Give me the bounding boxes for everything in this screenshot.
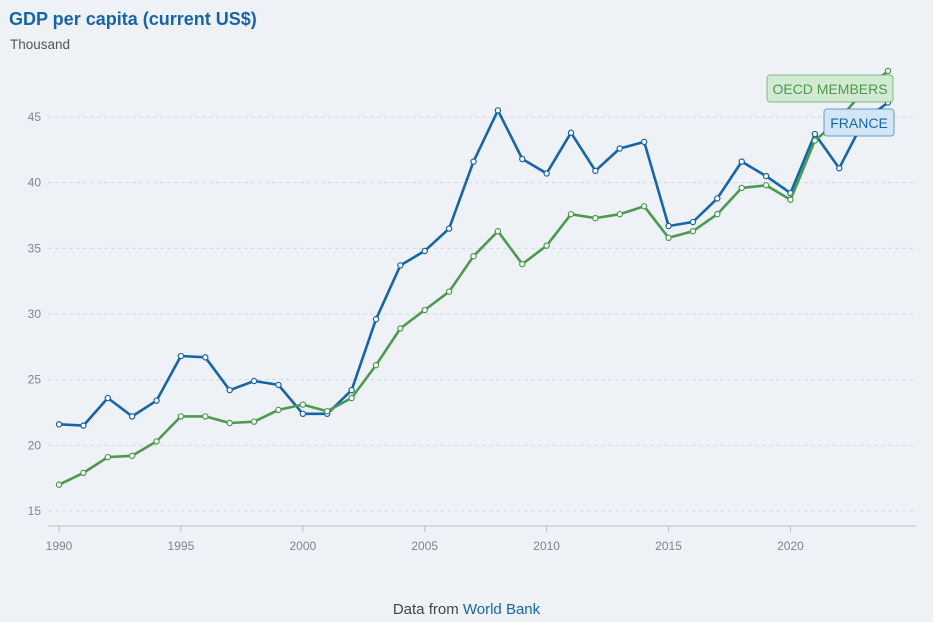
y-tick-label-35: 35 — [28, 241, 42, 255]
x-tick-label-2005: 2005 — [411, 539, 438, 553]
gridlines — [48, 116, 916, 512]
data-point-france-2008 — [494, 107, 502, 114]
y-tick-label-15: 15 — [28, 504, 42, 518]
data-point-france-2007 — [470, 158, 477, 165]
y-axis-ticks: 15 20 25 30 35 40 45 — [28, 110, 42, 518]
data-point-france-1992 — [104, 394, 111, 402]
data-point-oecd-members-1992 — [104, 453, 111, 461]
data-point-oecd-members-2006 — [445, 288, 453, 295]
data-point-france-1995 — [177, 352, 185, 360]
data-point-france-1993 — [128, 413, 136, 420]
data-point-oecd-members-2014 — [640, 203, 648, 210]
data-point-france-1997 — [226, 386, 233, 394]
data-point-france-1990 — [55, 421, 63, 428]
x-tick-label-2015: 2015 — [655, 539, 682, 553]
x-axis: 1990 1995 2000 2005 2010 2015 2020 — [46, 525, 916, 553]
data-point-france-2003 — [372, 316, 380, 323]
data-point-france-2006 — [445, 225, 453, 232]
data-point-oecd-members-2003 — [372, 362, 380, 369]
line-chart: 15 20 25 30 35 40 45 1990 1995 2000 2005 2010 2015 2… — [28, 67, 916, 553]
data-point-france-2017 — [714, 195, 721, 202]
data-point-france-2011 — [567, 129, 575, 136]
data-point-france-1999 — [275, 381, 282, 389]
y-tick-label-25: 25 — [28, 373, 42, 387]
data-point-oecd-members-2013 — [616, 210, 623, 218]
x-tick-label-2000: 2000 — [289, 539, 316, 553]
data-point-oecd-members-2011 — [567, 210, 575, 218]
x-tick-label-2010: 2010 — [533, 539, 560, 553]
series-label-box-oecd-members — [766, 74, 894, 103]
series-line-france — [57, 101, 890, 427]
data-point-oecd-members-1996 — [202, 413, 209, 420]
data-point-oecd-members-1999 — [275, 406, 282, 414]
series-label-oecd-members: OECD MEMBERS — [772, 81, 887, 97]
series-labels: OECD MEMBERS FRANCE — [766, 74, 895, 137]
data-point-oecd-members-2004 — [397, 325, 404, 332]
data-point-oecd-members-2018 — [738, 184, 745, 192]
source-link[interactable]: World Bank — [462, 601, 541, 618]
data-point-france-2005 — [421, 247, 428, 255]
data-point-france-2018 — [738, 158, 745, 165]
x-tick-label-1990: 1990 — [46, 539, 73, 553]
data-point-france-2002 — [348, 386, 355, 394]
data-point-france-2010 — [543, 170, 550, 177]
data-point-oecd-members-2019 — [762, 182, 770, 189]
data-point-oecd-members-1991 — [80, 469, 87, 477]
x-tick-label-2020: 2020 — [777, 539, 804, 553]
data-point-oecd-members-1990 — [55, 481, 63, 488]
data-point-france-1998 — [250, 377, 258, 385]
y-tick-label-45: 45 — [28, 110, 42, 124]
data-point-oecd-members-2020 — [787, 196, 794, 203]
data-point-france-2019 — [762, 172, 770, 180]
data-point-oecd-members-2017 — [714, 210, 721, 218]
data-point-oecd-members-1995 — [177, 413, 185, 420]
y-tick-label-20: 20 — [28, 438, 42, 452]
y-tick-label-30: 30 — [28, 307, 42, 321]
series-label-france: FRANCE — [830, 115, 888, 131]
x-tick-label-1995: 1995 — [168, 539, 195, 553]
series-lines — [55, 67, 892, 488]
data-point-oecd-members-2012 — [592, 214, 599, 222]
data-point-oecd-members-2009 — [519, 260, 526, 268]
data-point-oecd-members-2016 — [689, 228, 697, 235]
data-point-oecd-members-2007 — [470, 252, 477, 260]
data-point-france-2004 — [397, 262, 404, 269]
data-point-oecd-members-2001 — [324, 407, 331, 415]
data-point-france-2000 — [299, 410, 307, 418]
data-point-oecd-members-1997 — [226, 419, 233, 427]
data-point-oecd-members-2000 — [299, 401, 307, 408]
footer-prefix: Data from — [392, 601, 459, 618]
data-point-oecd-members-1998 — [250, 418, 258, 425]
data-point-france-2014 — [640, 138, 648, 146]
chart-title: GDP per capita (current US$) — [9, 9, 257, 29]
data-point-oecd-members-2024 — [884, 67, 892, 75]
data-point-oecd-members-2002 — [348, 394, 355, 402]
data-point-oecd-members-2010 — [543, 242, 550, 249]
data-point-france-1996 — [202, 354, 209, 361]
data-point-oecd-members-2015 — [665, 234, 672, 242]
data-point-oecd-members-1993 — [128, 452, 136, 460]
data-point-france-2016 — [689, 218, 697, 226]
data-point-france-2022 — [836, 164, 843, 172]
series-line-oecd-members — [57, 69, 890, 487]
data-point-oecd-members-2021 — [811, 137, 819, 144]
data-point-france-2009 — [519, 155, 526, 163]
series-label-box-france — [823, 108, 895, 137]
y-unit-label: Thousand — [10, 37, 71, 52]
data-point-oecd-members-2008 — [494, 228, 502, 235]
y-tick-label-40: 40 — [28, 176, 42, 190]
data-point-oecd-members-2005 — [421, 306, 428, 314]
data-point-france-2015 — [665, 222, 672, 230]
data-point-france-1991 — [80, 422, 87, 429]
data-point-france-1994 — [153, 397, 160, 404]
data-point-france-2013 — [616, 145, 623, 152]
data-point-france-2012 — [592, 167, 599, 175]
data-point-oecd-members-1994 — [153, 438, 160, 445]
data-point-france-2021 — [811, 130, 819, 138]
data-source-footer: Data from World Bank — [0, 601, 933, 618]
